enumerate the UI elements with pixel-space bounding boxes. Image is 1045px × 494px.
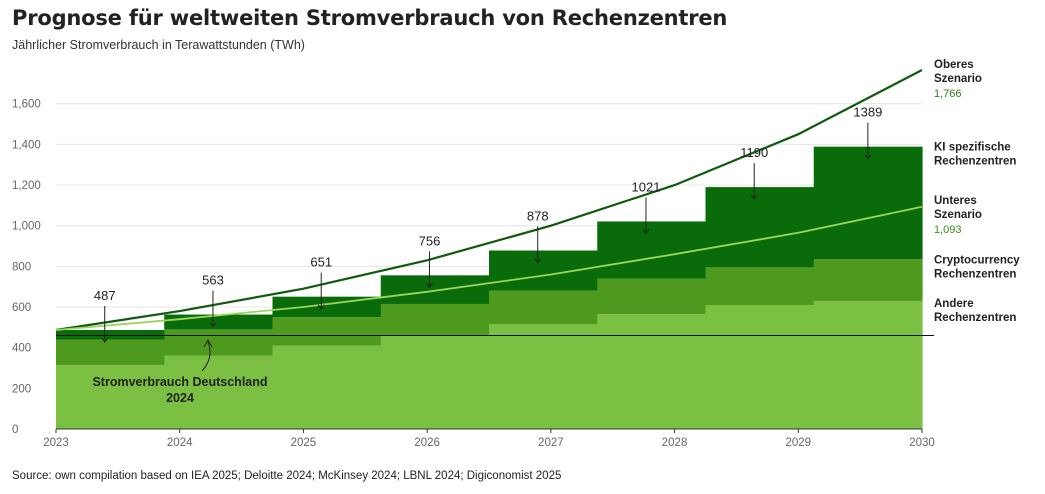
bar-andere-2026 xyxy=(380,335,490,429)
series-label-ki: KI spezifische Rechenzentren xyxy=(934,142,1016,168)
total-arrowhead-2027 xyxy=(534,258,542,264)
scenario-value-1: 1,093 xyxy=(934,224,962,236)
total-label-2028: 1021 xyxy=(632,179,661,194)
bar-ki-2029 xyxy=(705,187,815,268)
total-arrowhead-2024 xyxy=(209,322,217,328)
scenario-lines xyxy=(55,69,923,332)
bar-ki-2023 xyxy=(56,330,165,340)
bar-crypto-2027 xyxy=(489,290,598,325)
source-note: Source: own compilation based on IEA 202… xyxy=(12,470,562,482)
germany-reference-label: Stromverbrauch Deutschland 2024 xyxy=(92,375,267,405)
germany-reference-arrow xyxy=(201,341,211,372)
scenario-label-0: Oberes Szenario xyxy=(934,59,982,85)
right-labels: Oberes Szenario 1,766 Unteres Szenario 1,093 A… xyxy=(934,59,1020,324)
x-tick-label: 2027 xyxy=(538,437,564,449)
bar-ki-2025 xyxy=(272,296,382,318)
series-label-crypto: Cryptocurrency Rechenzentren xyxy=(934,254,1020,280)
x-tick-label: 2025 xyxy=(291,437,317,449)
bar-ki-2028 xyxy=(597,221,707,279)
x-tick-label: 2023 xyxy=(43,437,69,449)
y-tick-label: 400 xyxy=(12,343,31,355)
bar-crypto-2028 xyxy=(597,278,707,315)
total-arrowhead-2023 xyxy=(101,337,109,343)
bar-crypto-2023 xyxy=(56,339,165,365)
y-tick-label: 0 xyxy=(12,424,18,436)
bar-crypto-2024 xyxy=(164,329,274,356)
series-label-andere: Andere Rechenzentren xyxy=(934,298,1016,324)
germany-reference-arrowhead xyxy=(203,338,213,348)
total-label-2026: 756 xyxy=(419,233,441,248)
bar-andere-2025 xyxy=(272,345,382,429)
y-tick-label: 1,600 xyxy=(12,99,41,111)
reference-line-group: Stromverbrauch Deutschland 2024 xyxy=(56,334,934,405)
x-tick-label: 2028 xyxy=(662,437,688,449)
y-tick-label: 1,000 xyxy=(12,221,41,233)
bar-andere-2028 xyxy=(597,314,707,429)
total-label-2024: 563 xyxy=(202,273,224,288)
y-tick-label: 1,200 xyxy=(12,180,41,192)
total-arrowhead-2028 xyxy=(642,229,650,235)
total-label-2029: 1190 xyxy=(740,145,768,160)
total-arrowhead-2026 xyxy=(426,283,433,289)
scenario-value-0: 1,766 xyxy=(934,88,962,100)
total-arrowhead-2030 xyxy=(864,154,872,160)
total-arrowhead-2029 xyxy=(750,194,758,200)
scenario-line-0 xyxy=(55,69,923,332)
y-tick-label: 600 xyxy=(12,302,31,314)
scenario-line-1 xyxy=(55,205,923,331)
total-arrowhead-2025 xyxy=(317,304,325,310)
y-tick-label: 1,400 xyxy=(12,139,41,151)
bar-crypto-2026 xyxy=(380,303,490,336)
chart-subtitle: Jährlicher Stromverbrauch in Terawattstu… xyxy=(12,38,305,52)
y-tick-label: 200 xyxy=(12,383,31,395)
y-tick-label: 800 xyxy=(12,261,31,273)
chart-title: Prognose für weltweiten Stromverbrauch v… xyxy=(12,6,728,30)
bar-crypto-2030 xyxy=(813,259,923,301)
bar-andere-2030 xyxy=(813,300,923,429)
data-labels: 487 563 651 756 878 1021 1190 1389 xyxy=(94,105,882,343)
bar-crypto-2025 xyxy=(272,317,382,346)
axes: 0 200 400 600 800 1,000 1,200 1,400 1,600 2023 202… xyxy=(12,99,935,449)
bar-ki-2026 xyxy=(380,275,490,304)
bar-ki-2030 xyxy=(813,146,923,260)
total-label-2027: 878 xyxy=(527,209,549,224)
bar-andere-2023 xyxy=(56,364,165,429)
x-tick-label: 2024 xyxy=(167,437,193,449)
bar-andere-2029 xyxy=(705,304,815,429)
x-tick-label: 2029 xyxy=(785,437,811,449)
total-label-2030: 1389 xyxy=(853,105,882,120)
bar-ki-2027 xyxy=(489,250,598,291)
stacked-steps xyxy=(56,146,923,429)
bar-andere-2024 xyxy=(164,355,274,429)
x-tick-label: 2026 xyxy=(414,437,440,449)
total-label-2023: 487 xyxy=(94,288,116,303)
total-label-2025: 651 xyxy=(310,255,332,270)
bar-ki-2024 xyxy=(164,314,274,330)
bar-crypto-2029 xyxy=(705,267,815,305)
x-tick-label: 2030 xyxy=(909,437,935,449)
bar-andere-2027 xyxy=(489,324,598,429)
scenario-label-1: Unteres Szenario xyxy=(934,195,982,221)
